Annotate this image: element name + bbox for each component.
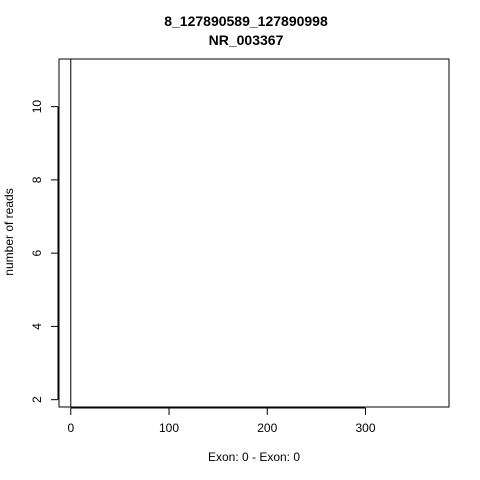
chart-title: 8_127890589_127890998 bbox=[164, 13, 328, 29]
y-tick-label: 10 bbox=[30, 100, 44, 114]
chart-subtitle: NR_003367 bbox=[209, 32, 284, 48]
x-tick-label: 300 bbox=[355, 421, 375, 435]
y-tick-label: 2 bbox=[30, 396, 44, 403]
x-axis-label: Exon: 0 - Exon: 0 bbox=[208, 450, 300, 464]
y-tick-label: 4 bbox=[30, 323, 44, 330]
y-axis-label: number of reads bbox=[2, 188, 16, 275]
y-axis: 2 4 6 8 10 bbox=[30, 100, 59, 403]
plot-area-frame bbox=[58, 58, 450, 408]
x-tick-label: 0 bbox=[67, 421, 74, 435]
y-tick-label: 8 bbox=[30, 176, 44, 183]
x-tick-label: 200 bbox=[257, 421, 277, 435]
y-tick-label: 6 bbox=[30, 249, 44, 256]
x-axis: 0 100 200 300 bbox=[67, 407, 376, 435]
x-tick-label: 100 bbox=[159, 421, 179, 435]
